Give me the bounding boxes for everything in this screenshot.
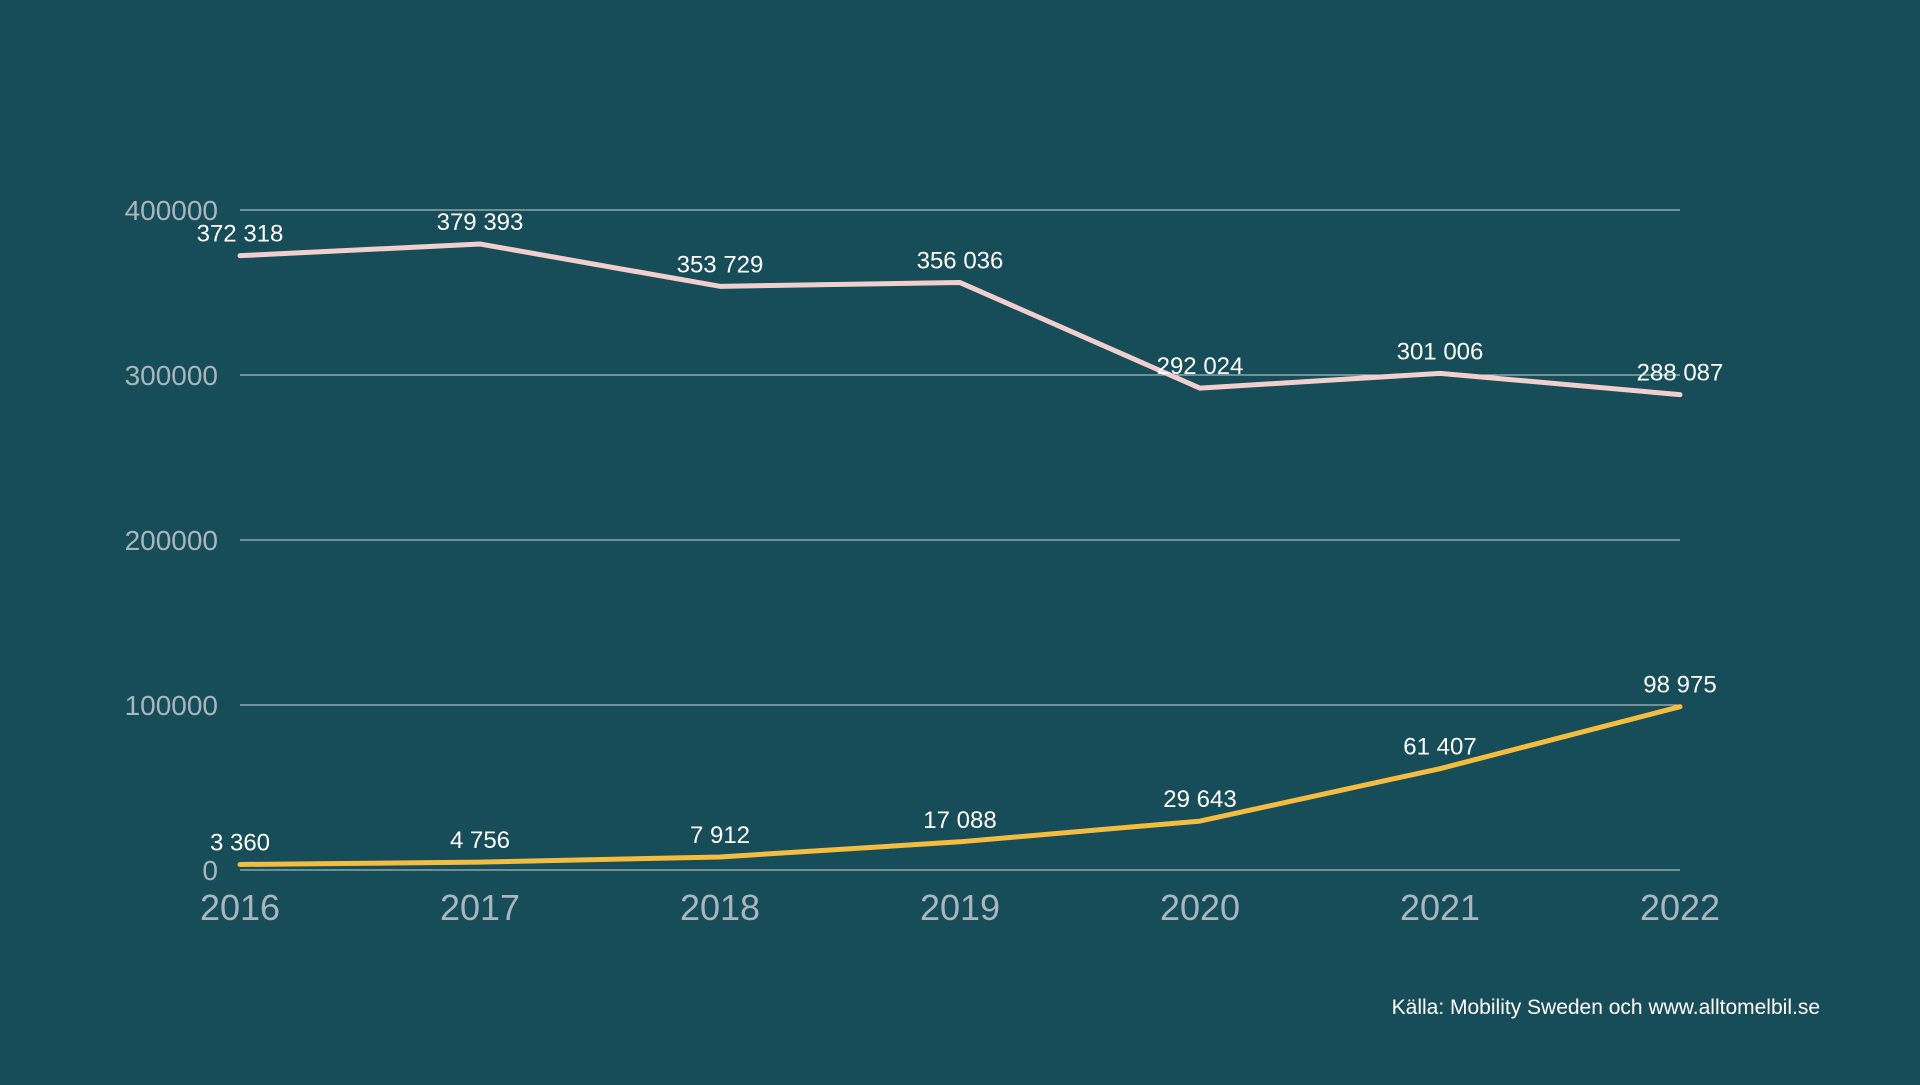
- y-tick-label: 100000: [125, 690, 218, 721]
- x-tick-label: 2017: [440, 887, 520, 928]
- data-label: 29 643: [1163, 786, 1236, 813]
- data-label: 379 393: [437, 209, 524, 236]
- gridlines: [240, 210, 1680, 870]
- data-label: 3 360: [210, 829, 270, 856]
- x-tick-label: 2018: [680, 887, 760, 928]
- y-tick-label: 300000: [125, 360, 218, 391]
- data-label: 292 024: [1157, 353, 1244, 380]
- y-tick-label: 0: [202, 855, 218, 886]
- data-label: 372 318: [197, 221, 284, 248]
- data-label: 356 036: [917, 248, 1004, 275]
- data-label: 7 912: [690, 822, 750, 849]
- data-label: 17 088: [923, 807, 996, 834]
- x-tick-label: 2022: [1640, 887, 1720, 928]
- data-label: 61 407: [1403, 734, 1476, 761]
- x-tick-label: 2021: [1400, 887, 1480, 928]
- data-label: 98 975: [1643, 672, 1716, 699]
- source-note: Källa: Mobility Sweden och www.alltomelb…: [1392, 996, 1820, 1020]
- x-axis: 2016 2017 2018 2019 2020 2021 2022: [200, 887, 1720, 928]
- x-tick-label: 2016: [200, 887, 280, 928]
- data-label: 301 006: [1397, 338, 1484, 365]
- x-tick-label: 2019: [920, 887, 1000, 928]
- data-label: 288 087: [1637, 360, 1724, 387]
- data-label: 353 729: [677, 251, 764, 278]
- y-tick-label: 200000: [125, 525, 218, 556]
- series-lines: [240, 244, 1680, 865]
- x-tick-label: 2020: [1160, 887, 1240, 928]
- data-labels: 372 318 379 393 353 729 356 036 292 024 301 0…: [197, 209, 1724, 856]
- data-label: 4 756: [450, 827, 510, 854]
